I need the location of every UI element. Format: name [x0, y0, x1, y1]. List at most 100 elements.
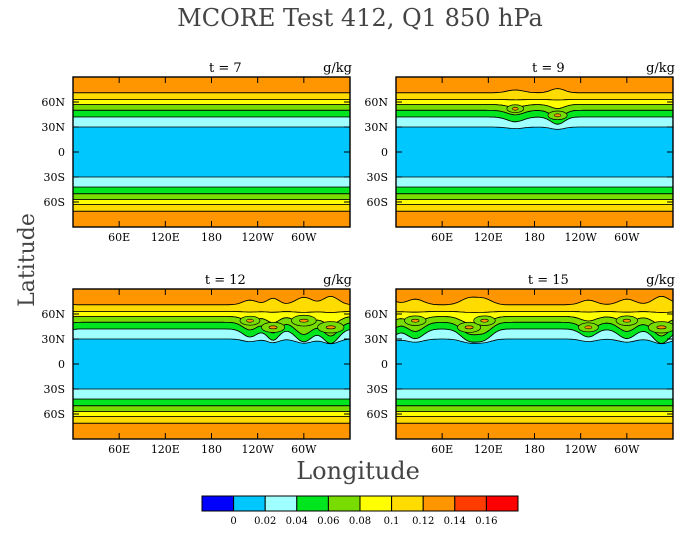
contour-band [396, 416, 673, 424]
x-tick-label: 60W [291, 443, 317, 456]
y-tick-label: 30S [43, 383, 65, 396]
eddy-core [246, 318, 254, 323]
colorbar-label: 0.06 [317, 516, 339, 527]
panel-4: 60E 120E 180 120W 60W 60N 30N 0 30S 60S t = 15 g/kg [364, 273, 675, 456]
y-tick-label: 0 [58, 146, 65, 159]
y-tick-label: 0 [381, 358, 388, 371]
panel-title: t = 7 [209, 61, 242, 76]
x-tick-label: 60E [108, 231, 130, 244]
y-tick-label: 60S [366, 408, 388, 421]
y-tick-label: 0 [58, 358, 65, 371]
x-tick-label: 120E [151, 443, 180, 456]
colorbar-swatch [422, 495, 456, 512]
y-tick-label: 60N [41, 96, 65, 109]
contour-band [396, 116, 673, 130]
colorbar-label: 0.16 [475, 516, 497, 527]
contour-band [396, 388, 673, 400]
x-tick-label: 60E [431, 231, 453, 244]
contour-band [396, 193, 673, 200]
colorbar-swatch [264, 495, 298, 512]
x-tick-label: 60W [614, 443, 640, 456]
colorbar-swatch [391, 495, 424, 512]
colorbar-swatch [296, 495, 329, 512]
contour-band [73, 176, 350, 188]
contour-band [73, 99, 350, 105]
y-tick-label: 30S [366, 171, 388, 184]
panel-units: g/kg [646, 61, 675, 76]
contour-band [73, 116, 350, 128]
contour-band [396, 411, 673, 417]
x-tick-label: 60E [108, 443, 130, 456]
x-tick-label: 60W [291, 231, 317, 244]
panel-units: g/kg [323, 61, 352, 76]
contour-band [73, 204, 350, 212]
y-tick-label: 0 [381, 146, 388, 159]
contour-band [73, 109, 350, 118]
x-tick-label: 120W [242, 231, 275, 244]
colorbar-label: 0.08 [349, 516, 371, 527]
y-tick-label: 60N [364, 308, 388, 321]
eddy-core [584, 325, 593, 330]
panel-2: 60E 120E 180 120W 60W 60N 30N 0 30S 60S t = 9 g/kg [364, 61, 675, 244]
panel-units: g/kg [323, 273, 352, 288]
x-tick-label: 180 [201, 231, 222, 244]
eddy-core [268, 325, 278, 330]
colorbar-swatch [454, 495, 487, 512]
contour-band [73, 104, 350, 111]
contour-band [73, 328, 350, 345]
contour-band [73, 388, 350, 400]
colorbar: 0 0.02 0.04 0.06 0.08 0.1 0.12 0.14 0.16 [201, 495, 519, 527]
contour-band [396, 405, 673, 412]
contour-band [396, 176, 673, 188]
eddy-core [299, 318, 309, 323]
eddy-core [622, 318, 631, 323]
colorbar-swatch [201, 495, 235, 512]
x-tick-label: 180 [524, 443, 545, 456]
eddy-core [512, 106, 519, 111]
contour-field [73, 289, 350, 439]
contour-field [396, 289, 673, 439]
contour-band [73, 405, 350, 412]
contour-band [73, 92, 350, 100]
contour-band [73, 398, 350, 407]
colorbar-label: 0.14 [444, 516, 466, 527]
y-tick-label: 30N [364, 121, 388, 134]
x-tick-label: 120W [565, 231, 598, 244]
contour-band [73, 193, 350, 200]
eddy-core [411, 318, 420, 323]
x-tick-label: 120W [242, 443, 275, 456]
contour-band [396, 204, 673, 212]
contour-band [396, 398, 673, 407]
panel-title: t = 12 [205, 273, 246, 288]
contour-band [396, 328, 673, 345]
y-tick-label: 60N [364, 96, 388, 109]
y-tick-label: 30N [41, 333, 65, 346]
x-tick-label: 180 [524, 231, 545, 244]
x-tick-label: 120E [474, 231, 503, 244]
colorbar-label: 0.1 [384, 516, 400, 527]
eddy-core [480, 318, 489, 323]
eddy-core [325, 325, 336, 330]
y-tick-label: 30N [364, 333, 388, 346]
colorbar-label: 0.12 [412, 516, 434, 527]
y-tick-label: 30S [366, 383, 388, 396]
colorbar-swatch [233, 495, 266, 512]
colorbar-label: 0 [230, 516, 236, 527]
contour-band [73, 416, 350, 424]
panel-units: g/kg [646, 273, 675, 288]
colorbar-label: 0.04 [286, 516, 308, 527]
y-tick-label: 60N [41, 308, 65, 321]
colorbar-label: 0.02 [254, 516, 276, 527]
contour-band [73, 186, 350, 195]
x-tick-label: 120E [474, 443, 503, 456]
eddy-core [464, 325, 474, 330]
y-tick-label: 30S [43, 171, 65, 184]
y-tick-label: 30N [41, 121, 65, 134]
y-tick-label: 60S [43, 196, 65, 209]
x-tick-label: 60W [614, 231, 640, 244]
contour-band [73, 411, 350, 417]
x-tick-label: 120W [565, 443, 598, 456]
panels: 60E 120E 180 120W 60W 60N 30N 0 30S 60S t = 7 g/kg 6… [41, 61, 675, 456]
colorbar-swatch [327, 495, 361, 512]
eddy-core [553, 113, 562, 118]
